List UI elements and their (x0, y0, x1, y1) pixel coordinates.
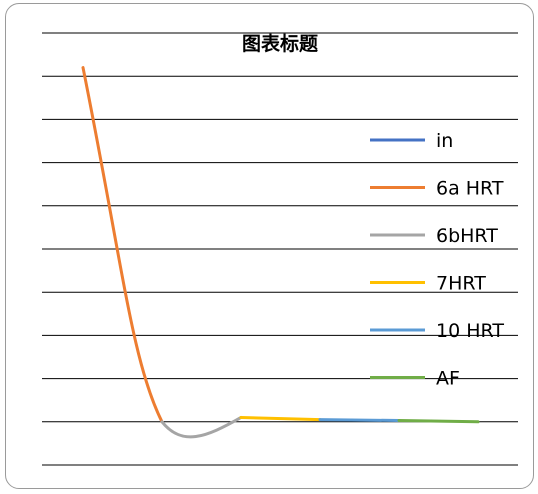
chart-title: 图表标题 (242, 32, 318, 55)
legend-label: in (436, 130, 453, 152)
series-line-6a-hrt (81, 66, 164, 424)
series-line-7hrt (239, 415, 322, 422)
series-line-6bhrt (160, 415, 243, 439)
gridlines (42, 32, 518, 466)
legend: in 6a HRT 6bHRT 7HRT 10 HRT AF (370, 130, 504, 390)
legend-label: 6bHRT (436, 225, 498, 247)
series-lines (81, 66, 480, 439)
series-line-10-hrt (318, 418, 401, 423)
legend-label: 7HRT (436, 273, 486, 295)
legend-label: 6a HRT (436, 178, 504, 200)
series-line-af (397, 419, 480, 424)
chart-area (5, 3, 534, 489)
legend-label: AF (436, 368, 460, 390)
legend-label: 10 HRT (436, 320, 504, 342)
